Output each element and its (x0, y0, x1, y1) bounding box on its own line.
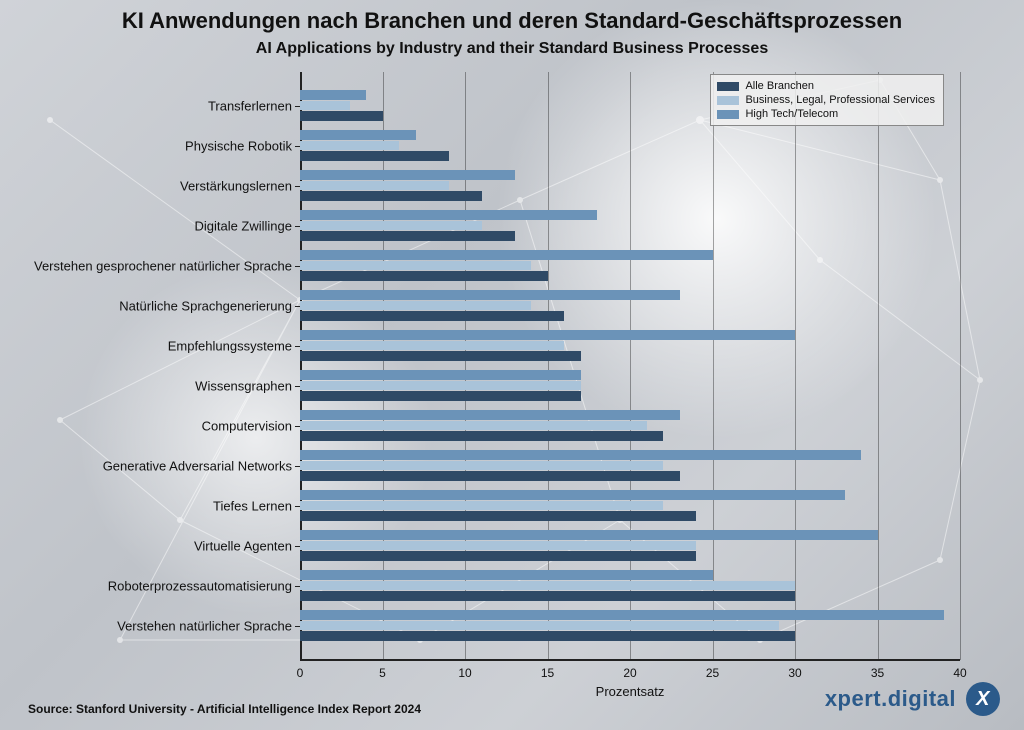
bar (300, 621, 779, 631)
brand-text: xpert.digital (825, 686, 956, 712)
bar (300, 111, 383, 121)
bar (300, 381, 581, 391)
source-text: Source: Stanford University - Artificial… (28, 702, 421, 716)
bar (300, 370, 581, 380)
bar (300, 530, 878, 540)
bar (300, 90, 366, 100)
bar (300, 570, 713, 580)
y-category-label: Roboterprozessautomatisierung (108, 578, 300, 593)
y-category-label: Computervision (202, 418, 300, 433)
x-tick-label: 5 (379, 666, 386, 680)
x-tick-label: 0 (297, 666, 304, 680)
bar (300, 541, 696, 551)
legend-label: Alle Branchen (745, 79, 814, 93)
bar (300, 330, 795, 340)
grid-line (795, 72, 796, 660)
grid-line (713, 72, 714, 660)
bar (300, 261, 531, 271)
legend-swatch (717, 110, 739, 119)
bar (300, 231, 515, 241)
x-tick-label: 25 (706, 666, 719, 680)
legend-swatch (717, 96, 739, 105)
plot-area: 0510152025303540ProzentsatzTransferlerne… (300, 72, 960, 660)
bar (300, 501, 663, 511)
stage: KI Anwendungen nach Branchen und deren S… (0, 0, 1024, 730)
legend-item: Business, Legal, Professional Services (717, 93, 935, 107)
bar (300, 421, 647, 431)
x-axis-line (300, 659, 960, 661)
legend-item: High Tech/Telecom (717, 107, 935, 121)
bar (300, 450, 861, 460)
y-category-label: Wissensgraphen (195, 378, 300, 393)
bar (300, 311, 564, 321)
bar (300, 610, 944, 620)
y-category-label: Virtuelle Agenten (194, 538, 300, 553)
bar (300, 410, 680, 420)
y-category-label: Tiefes Lernen (213, 498, 300, 513)
grid-line (960, 72, 961, 660)
brand: xpert.digital X (825, 682, 1000, 716)
bar (300, 591, 795, 601)
y-category-label: Physische Robotik (185, 138, 300, 153)
bar (300, 210, 597, 220)
bar (300, 431, 663, 441)
legend-swatch (717, 82, 739, 91)
y-category-label: Verstehen natürlicher Sprache (117, 618, 300, 633)
bar (300, 181, 449, 191)
bar (300, 631, 795, 641)
y-category-label: Verstehen gesprochener natürlicher Sprac… (34, 258, 300, 273)
bar (300, 101, 350, 111)
y-category-label: Transferlernen (208, 98, 300, 113)
legend-label: Business, Legal, Professional Services (745, 93, 935, 107)
bar (300, 581, 795, 591)
x-tick-label: 30 (788, 666, 801, 680)
bar (300, 170, 515, 180)
grid-line (878, 72, 879, 660)
chart-subtitle: AI Applications by Industry and their St… (0, 40, 1024, 58)
bar (300, 301, 531, 311)
chart-title: KI Anwendungen nach Branchen und deren S… (0, 8, 1024, 34)
legend-label: High Tech/Telecom (745, 107, 838, 121)
bar (300, 271, 548, 281)
bar (300, 511, 696, 521)
x-tick-label: 20 (623, 666, 636, 680)
bar (300, 471, 680, 481)
bar (300, 290, 680, 300)
x-tick-label: 40 (953, 666, 966, 680)
legend: Alle BranchenBusiness, Legal, Profession… (710, 74, 944, 126)
bar (300, 391, 581, 401)
bar (300, 250, 713, 260)
bar (300, 130, 416, 140)
bar (300, 221, 482, 231)
y-category-label: Natürliche Sprachgenerierung (119, 298, 300, 313)
y-category-label: Verstärkungslernen (180, 178, 300, 193)
bar (300, 461, 663, 471)
bar (300, 490, 845, 500)
bar (300, 351, 581, 361)
x-tick-label: 15 (541, 666, 554, 680)
x-tick-label: 10 (458, 666, 471, 680)
x-axis-label: Prozentsatz (596, 684, 665, 699)
brand-badge-icon: X (966, 682, 1000, 716)
chart-area: 0510152025303540ProzentsatzTransferlerne… (300, 72, 960, 660)
bar (300, 191, 482, 201)
x-tick-label: 35 (871, 666, 884, 680)
legend-item: Alle Branchen (717, 79, 935, 93)
bar (300, 141, 399, 151)
bar (300, 341, 564, 351)
y-category-label: Digitale Zwillinge (194, 218, 300, 233)
bar (300, 551, 696, 561)
bar (300, 151, 449, 161)
y-category-label: Empfehlungssysteme (168, 338, 300, 353)
y-category-label: Generative Adversarial Networks (103, 458, 300, 473)
